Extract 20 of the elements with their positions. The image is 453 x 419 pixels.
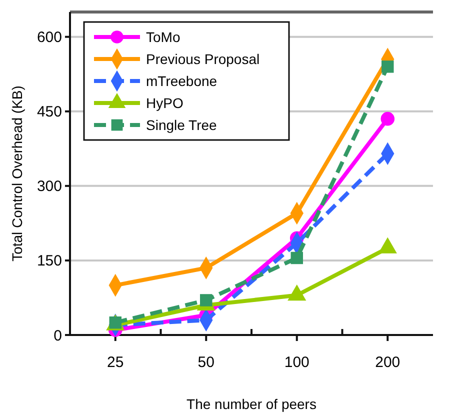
- y-tick-label: 450: [36, 104, 62, 121]
- y-axis-title: Total Control Overhead (KB): [9, 86, 25, 262]
- y-tick-label: 150: [36, 252, 62, 270]
- point: [200, 294, 212, 306]
- point: [290, 252, 303, 264]
- legend-label: HyPO: [146, 94, 184, 111]
- point: [382, 60, 394, 73]
- x-tick-label: 100: [284, 354, 310, 371]
- legend-label: Previous Proposal: [146, 50, 260, 67]
- legend-label: Single Tree: [146, 116, 218, 133]
- y-tick-label: 0: [54, 327, 62, 344]
- point: [380, 112, 395, 126]
- x-tick-label: 25: [107, 354, 124, 371]
- x-tick-label: 50: [198, 354, 214, 371]
- y-tick-label: 300: [36, 178, 62, 196]
- y-tick-label: 600: [36, 29, 62, 46]
- x-tick-label: 200: [375, 354, 400, 371]
- x-axis-title: The number of peers: [186, 396, 316, 412]
- legend-label: ToMo: [146, 28, 180, 45]
- legend-label: mTreebone: [146, 72, 218, 89]
